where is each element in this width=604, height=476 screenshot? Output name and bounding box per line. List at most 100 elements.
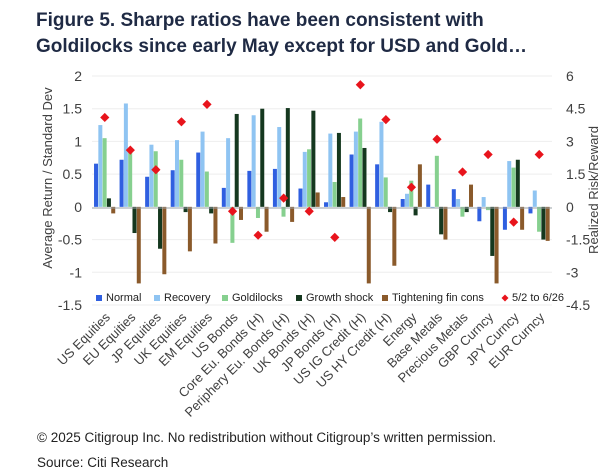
- marker-us-hy-credit-h: [381, 115, 391, 125]
- bar-normal-em-equities: [196, 152, 201, 207]
- bar-recovery-core-eu-bonds-h: [251, 115, 256, 207]
- bar-tightening-fin-cons-us-hy-credit-h: [392, 206, 397, 266]
- legend-swatch-goldilocks: [222, 295, 228, 301]
- bar-normal-jp-bonds-h: [324, 202, 329, 207]
- bar-normal-us-hy-credit-h: [375, 164, 380, 207]
- right-axis-label: Realized Risk/Reward: [586, 126, 601, 254]
- legend-label-recovery: Recovery: [164, 292, 211, 304]
- bar-tightening-fin-cons-em-equities: [213, 206, 218, 244]
- bar-recovery-us-bonds: [226, 138, 231, 207]
- bar-recovery-us-equities: [98, 125, 103, 207]
- bar-goldilocks-us-hy-credit-h: [383, 177, 388, 207]
- bar-growth-shock-precious-metals: [464, 206, 469, 213]
- bar-recovery-base-metals: [430, 206, 435, 208]
- marker-eu-equities: [125, 145, 135, 155]
- bar-recovery-energy: [404, 193, 409, 207]
- bar-goldilocks-periphery-eu-bonds-h: [281, 206, 286, 217]
- bar-tightening-fin-cons-periphery-eu-bonds-h: [290, 206, 295, 222]
- bar-growth-shock-base-metals: [439, 206, 444, 235]
- bar-growth-shock-jp-equities: [158, 206, 163, 249]
- left-tick-label: -1.5: [58, 297, 82, 313]
- bar-tightening-fin-cons-us-equities: [111, 206, 116, 214]
- bar-normal-core-eu-bonds-h: [247, 170, 252, 207]
- bar-goldilocks-energy: [409, 180, 414, 207]
- bar-growth-shock-gbp-curncy: [490, 206, 495, 256]
- legend-swatch-tightening-fin-cons: [382, 295, 388, 301]
- marker-us-ig-credit-h: [355, 80, 365, 90]
- right-axis-ticks: 6 4.5 3 1.5 0 -1.5 -3 -4.5: [566, 68, 590, 313]
- bar-growth-shock-em-equities: [209, 206, 214, 214]
- left-axis-label: Average Return / Standard Dev: [40, 87, 55, 269]
- bar-growth-shock-uk-bonds-h: [311, 110, 316, 207]
- bar-recovery-jp-bonds-h: [328, 133, 333, 207]
- bar-growth-shock-periphery-eu-bonds-h: [285, 108, 290, 207]
- bar-goldilocks-us-bonds: [230, 206, 235, 243]
- bar-recovery-jpy-curncy: [507, 161, 512, 207]
- left-tick-label: 1.5: [63, 101, 83, 117]
- bar-tightening-fin-cons-core-eu-bonds-h: [264, 206, 269, 232]
- bar-tightening-fin-cons-precious-metals: [469, 184, 474, 207]
- legend-swatch-5-2-to-6-26: [501, 294, 509, 302]
- bar-goldilocks-jp-equities: [153, 151, 158, 207]
- bar-tightening-fin-cons-us-ig-credit-h: [366, 206, 371, 284]
- bar-recovery-eur-curncy: [532, 190, 537, 207]
- right-tick-label: -1.5: [566, 232, 590, 248]
- bar-normal-uk-equities: [170, 170, 175, 207]
- chart-title: Figure 5. Sharpe ratios have been consis…: [36, 8, 596, 60]
- marker-periphery-eu-bonds-h: [279, 193, 289, 203]
- legend-label-tightening-fin-cons: Tightening fin cons: [392, 292, 484, 304]
- bar-tightening-fin-cons-jpy-curncy: [520, 206, 525, 230]
- marker-jp-equities: [151, 165, 161, 175]
- bar-normal-base-metals: [426, 184, 431, 207]
- right-tick-label: -4.5: [566, 297, 590, 313]
- bar-recovery-uk-equities: [174, 140, 179, 207]
- marker-uk-equities: [176, 117, 187, 127]
- marker-gbp-curncy: [483, 149, 493, 160]
- bar-tightening-fin-cons-energy: [417, 164, 422, 207]
- marker-us-bonds: [227, 206, 238, 216]
- right-tick-label: 0: [566, 199, 574, 215]
- bar-growth-shock-jpy-curncy: [515, 159, 520, 207]
- chart-title-line-1: Figure 5. Sharpe ratios have been consis…: [36, 10, 484, 31]
- bar-growth-shock-us-hy-credit-h: [388, 206, 393, 213]
- left-axis-ticks: 2 1.5 1 0.5 0 -0.5 -1 -1.5: [58, 68, 82, 313]
- bar-normal-precious-metals: [451, 189, 456, 207]
- bar-marks: [94, 103, 550, 284]
- chart-title-line-2: Goldilocks since early May except for US…: [36, 36, 527, 57]
- right-tick-label: 4.5: [566, 101, 586, 117]
- gridlines: [92, 75, 552, 306]
- right-tick-label: -3: [566, 264, 579, 280]
- legend-label-goldilocks: Goldilocks: [232, 292, 283, 304]
- bar-normal-gbp-curncy: [477, 206, 482, 222]
- right-tick-label: 3: [566, 133, 574, 149]
- left-tick-label: -0.5: [58, 232, 82, 248]
- copyright-notice: © 2025 Citigroup Inc. No redistribution …: [37, 430, 497, 445]
- bar-goldilocks-us-ig-credit-h: [358, 118, 363, 207]
- marker-uk-bonds-h: [304, 206, 314, 216]
- marker-base-metals: [432, 134, 442, 144]
- bar-tightening-fin-cons-eu-equities: [136, 206, 141, 284]
- bar-goldilocks-eu-equities: [128, 149, 133, 207]
- bar-tightening-fin-cons-gbp-curncy: [494, 206, 499, 284]
- bar-growth-shock-us-bonds: [234, 113, 239, 207]
- bar-goldilocks-jp-bonds-h: [332, 181, 337, 207]
- bar-recovery-us-ig-credit-h: [353, 131, 358, 207]
- bar-normal-periphery-eu-bonds-h: [272, 168, 277, 207]
- legend-swatch-growth-shock: [296, 295, 302, 301]
- bar-recovery-jp-equities: [149, 144, 154, 207]
- bar-growth-shock-uk-equities: [183, 206, 188, 213]
- legend-label-5-2-to-6-26: 5/2 to 6/26: [512, 292, 564, 304]
- bar-goldilocks-base-metals: [434, 155, 439, 207]
- right-tick-label: 6: [566, 68, 574, 84]
- marker-em-equities: [202, 99, 212, 109]
- diamond-markers: [100, 80, 544, 242]
- source-note: Source: Citi Research: [37, 455, 169, 470]
- bar-normal-eur-curncy: [528, 206, 533, 214]
- bar-normal-us-bonds: [221, 187, 226, 207]
- bar-recovery-eu-equities: [123, 103, 128, 207]
- bar-normal-uk-bonds-h: [298, 188, 303, 207]
- bar-goldilocks-uk-bonds-h: [307, 149, 312, 207]
- right-tick-label: 1.5: [566, 166, 586, 182]
- bar-tightening-fin-cons-base-metals: [443, 206, 448, 240]
